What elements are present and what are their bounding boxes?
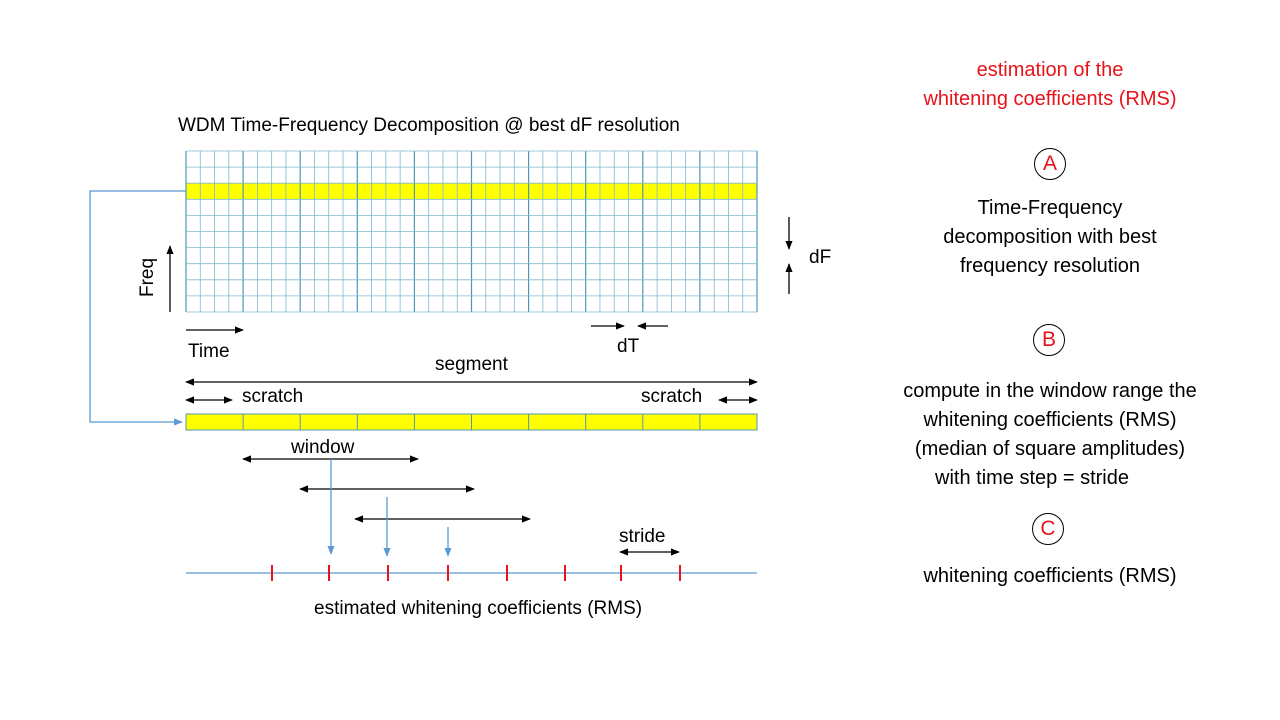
df-label: dF	[809, 247, 832, 268]
step-c-text: whitening coefficients (RMS)	[900, 562, 1200, 591]
panel-heading-line1: estimation of the	[976, 59, 1124, 81]
time-label: Time	[188, 341, 230, 362]
connector-line	[89, 190, 186, 426]
tf-grid	[185, 150, 758, 313]
step-c-badge: C	[1032, 513, 1064, 545]
coefficient-strip	[185, 413, 758, 431]
step-b-line: with time step = stride	[935, 467, 1129, 489]
segment-label: segment	[435, 354, 508, 375]
estimate-ticks	[271, 565, 681, 581]
freq-label: Freq	[137, 257, 159, 298]
step-b-text: compute in the window range the whitenin…	[900, 377, 1200, 493]
diagram-title: WDM Time-Frequency Decomposition @ best …	[178, 115, 680, 136]
step-a-text: Time-Frequency decomposition with best f…	[900, 194, 1200, 281]
scratch-right-label: scratch	[641, 386, 703, 407]
panel-heading: estimation of the whitening coefficients…	[900, 56, 1200, 114]
step-a-line: frequency resolution	[959, 255, 1141, 277]
stride-label: stride	[619, 526, 666, 547]
step-b-line: whitening coefficients (RMS)	[923, 409, 1177, 431]
step-a-line: Time-Frequency	[977, 197, 1123, 219]
step-b-line: (median of square amplitudes)	[914, 438, 1186, 460]
window-label: window	[291, 437, 355, 458]
panel-heading-line2: whitening coefficients (RMS)	[923, 88, 1177, 110]
estimated-coefficients-label: estimated whitening coefficients (RMS)	[314, 598, 643, 619]
scratch-left-label: scratch	[242, 386, 304, 407]
step-a-badge: A	[1034, 148, 1066, 180]
step-b-badge: B	[1033, 324, 1065, 356]
dt-label: dT	[617, 336, 640, 357]
step-c-line: whitening coefficients (RMS)	[923, 565, 1177, 587]
step-b-line: compute in the window range the	[903, 380, 1197, 402]
step-a-line: decomposition with best	[943, 226, 1157, 248]
